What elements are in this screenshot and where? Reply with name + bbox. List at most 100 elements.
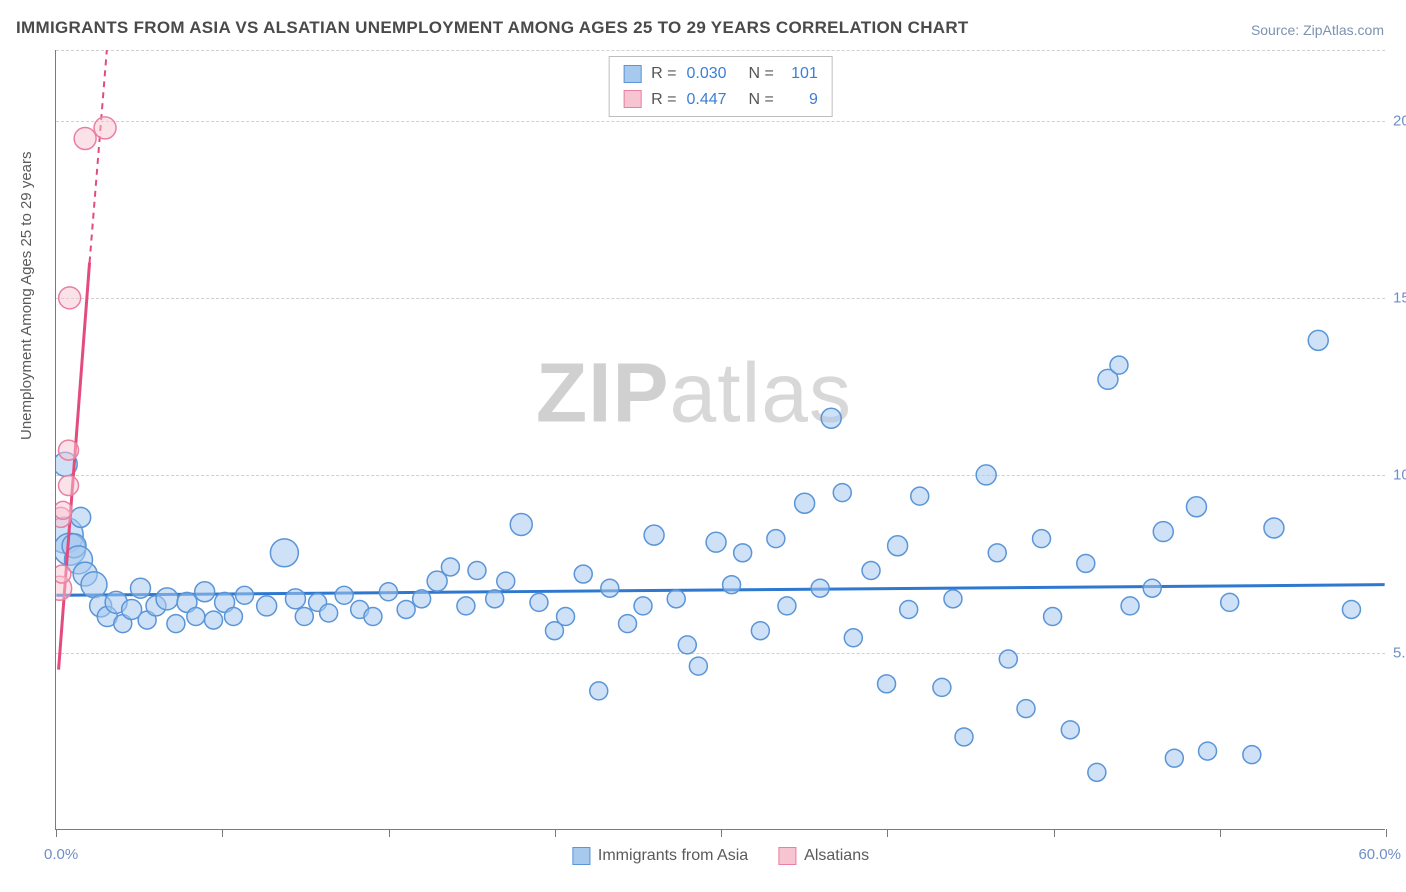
data-point bbox=[878, 675, 896, 693]
data-point bbox=[130, 578, 150, 598]
data-point bbox=[634, 597, 652, 615]
data-point bbox=[821, 408, 841, 428]
data-point bbox=[1143, 579, 1161, 597]
data-point bbox=[619, 615, 637, 633]
data-point bbox=[71, 507, 91, 527]
data-point bbox=[167, 615, 185, 633]
data-point bbox=[734, 544, 752, 562]
trend-line-extrapolated bbox=[90, 50, 119, 262]
data-point bbox=[81, 572, 107, 598]
data-point bbox=[94, 117, 116, 139]
data-point bbox=[944, 590, 962, 608]
data-point bbox=[1165, 749, 1183, 767]
y-tick-label: 20.0% bbox=[1393, 112, 1406, 129]
data-point bbox=[1110, 356, 1128, 374]
data-point bbox=[1342, 600, 1360, 618]
data-point bbox=[933, 678, 951, 696]
data-point bbox=[976, 465, 996, 485]
data-point bbox=[441, 558, 459, 576]
data-point bbox=[224, 608, 242, 626]
data-point bbox=[644, 525, 664, 545]
x-tick bbox=[1386, 829, 1387, 837]
legend-item: Alsatians bbox=[778, 847, 869, 865]
data-point bbox=[723, 576, 741, 594]
data-point bbox=[590, 682, 608, 700]
data-point bbox=[510, 513, 532, 535]
legend-swatch bbox=[778, 847, 796, 865]
y-tick-label: 5.0% bbox=[1393, 644, 1406, 661]
data-point bbox=[667, 590, 685, 608]
data-point bbox=[911, 487, 929, 505]
data-point bbox=[257, 596, 277, 616]
data-point bbox=[557, 608, 575, 626]
legend-row: R =0.030N =101 bbox=[623, 61, 818, 87]
data-point bbox=[574, 565, 592, 583]
data-point bbox=[1186, 497, 1206, 517]
data-point bbox=[999, 650, 1017, 668]
data-point bbox=[195, 582, 215, 602]
data-point bbox=[59, 287, 81, 309]
data-point bbox=[295, 608, 313, 626]
x-tick bbox=[555, 829, 556, 837]
legend-swatch bbox=[623, 90, 641, 108]
data-point bbox=[689, 657, 707, 675]
data-point bbox=[457, 597, 475, 615]
data-point bbox=[187, 608, 205, 626]
data-point bbox=[156, 588, 178, 610]
data-point bbox=[1153, 522, 1173, 542]
data-point bbox=[778, 597, 796, 615]
data-point bbox=[751, 622, 769, 640]
data-point bbox=[320, 604, 338, 622]
data-point bbox=[767, 530, 785, 548]
data-point bbox=[74, 128, 96, 150]
chart-title: IMMIGRANTS FROM ASIA VS ALSATIAN UNEMPLO… bbox=[16, 18, 969, 38]
data-point bbox=[1033, 530, 1051, 548]
data-point bbox=[59, 440, 79, 460]
legend-swatch bbox=[623, 65, 641, 83]
data-point bbox=[601, 579, 619, 597]
data-point bbox=[56, 501, 72, 519]
data-point bbox=[795, 493, 815, 513]
data-point bbox=[56, 565, 71, 583]
source-label: Source: ZipAtlas.com bbox=[1251, 22, 1384, 38]
data-point bbox=[413, 590, 431, 608]
x-tick bbox=[1054, 829, 1055, 837]
chart-svg bbox=[56, 50, 1385, 829]
data-point bbox=[1199, 742, 1217, 760]
data-point bbox=[1044, 608, 1062, 626]
data-point bbox=[335, 586, 353, 604]
data-point bbox=[706, 532, 726, 552]
y-axis-label: Unemployment Among Ages 25 to 29 years bbox=[18, 151, 35, 440]
data-point bbox=[1264, 518, 1284, 538]
data-point bbox=[270, 539, 298, 567]
data-point bbox=[1077, 554, 1095, 572]
data-point bbox=[530, 593, 548, 611]
data-point bbox=[397, 600, 415, 618]
y-tick-label: 10.0% bbox=[1393, 467, 1406, 484]
data-point bbox=[486, 590, 504, 608]
x-tick bbox=[721, 829, 722, 837]
legend-item: Immigrants from Asia bbox=[572, 847, 748, 865]
data-point bbox=[1088, 763, 1106, 781]
data-point bbox=[1221, 593, 1239, 611]
data-point bbox=[1308, 330, 1328, 350]
x-min-label: 0.0% bbox=[44, 846, 78, 863]
legend-label: Alsatians bbox=[804, 847, 869, 865]
data-point bbox=[285, 589, 305, 609]
data-point bbox=[888, 536, 908, 556]
data-point bbox=[678, 636, 696, 654]
data-point bbox=[236, 586, 254, 604]
y-tick-label: 15.0% bbox=[1393, 290, 1406, 307]
plot-area: ZIPatlas R =0.030N =101R =0.447N =9 0.0%… bbox=[55, 50, 1385, 830]
data-point bbox=[955, 728, 973, 746]
legend-swatch bbox=[572, 847, 590, 865]
data-point bbox=[468, 562, 486, 580]
x-tick bbox=[222, 829, 223, 837]
data-point bbox=[988, 544, 1006, 562]
data-point bbox=[1061, 721, 1079, 739]
data-point bbox=[833, 484, 851, 502]
data-point bbox=[497, 572, 515, 590]
trend-line bbox=[56, 585, 1384, 596]
data-point bbox=[862, 562, 880, 580]
data-point bbox=[364, 608, 382, 626]
